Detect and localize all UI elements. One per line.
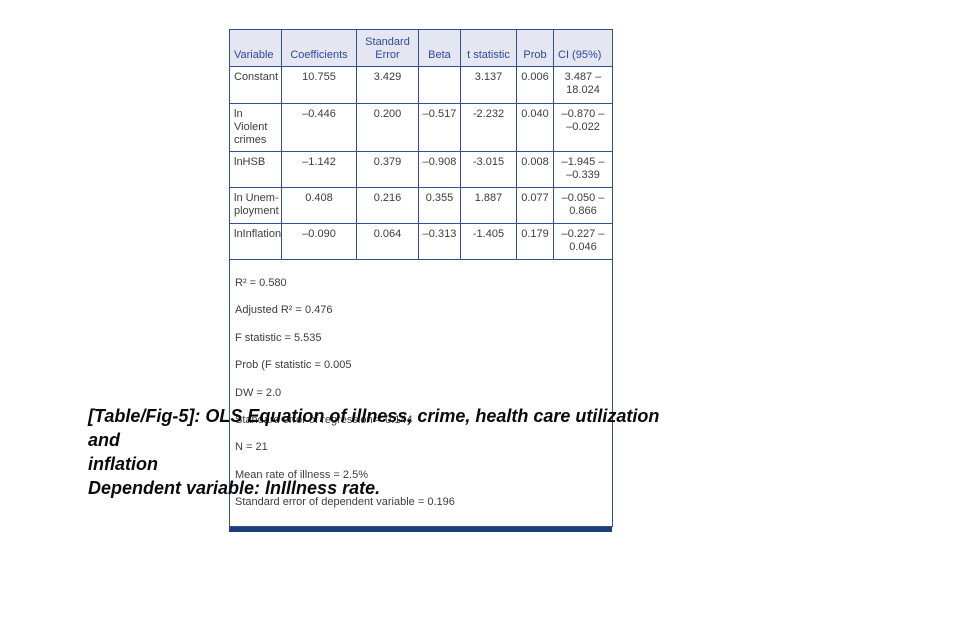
figure-caption: [Table/Fig-5]: OLS Equation of illness, … [88, 404, 848, 500]
cell-beta: –0.908 [418, 151, 461, 188]
cell-prob: 0.179 [516, 223, 554, 260]
caption-line-title: [Table/Fig-5]: OLS Equation of illness, … [88, 406, 660, 426]
cell-t-statistic: 1.887 [460, 187, 517, 224]
caption-line-inflation: inflation [88, 454, 158, 474]
cell-coefficient: 0.408 [281, 187, 357, 224]
cell-ci: –1.945 – –0.339 [553, 151, 613, 188]
cell-beta: 0.355 [418, 187, 461, 224]
cell-prob: 0.077 [516, 187, 554, 224]
cell-variable: lnInflation [229, 223, 282, 260]
cell-variable: lnHSB [229, 151, 282, 188]
cell-prob: 0.008 [516, 151, 554, 188]
col-header-coefficients: Coefficients [281, 29, 357, 67]
table-row-lnhsb: lnHSB –1.142 0.379 –0.908 -3.015 0.008 –… [229, 151, 613, 188]
cell-prob: 0.040 [516, 103, 554, 152]
cell-beta [418, 66, 461, 104]
col-header-ci: CI (95%) [553, 29, 613, 67]
stat-note-prob-f-statistic: Prob (F statistic = 0.005 [235, 359, 352, 372]
cell-coefficient: –0.090 [281, 223, 357, 260]
col-header-standard-error: Standard Error [356, 29, 419, 67]
cell-ci: –0.227 – 0.046 [553, 223, 613, 260]
table-header-row: Variable Coefficients Standard Error Bet… [229, 29, 613, 67]
stat-note-n: N = 21 [235, 441, 268, 454]
cell-t-statistic: -1.405 [460, 223, 517, 260]
stat-note-dw: DW = 2.0 [235, 386, 282, 399]
stat-note-std-error-regression: Standard error of regression = 0.144 [235, 414, 413, 427]
table-bottom-accent-bar [229, 526, 612, 532]
cell-variable: ln Violent crimes [229, 103, 282, 152]
table-row-constant: Constant 10.755 3.429 3.137 0.006 3.487 … [229, 66, 613, 104]
cell-coefficient: –0.446 [281, 103, 357, 152]
cell-coefficient: 10.755 [281, 66, 357, 104]
cell-std-error: 0.216 [356, 187, 419, 224]
caption-line-dependent-variable: Dependent variable: lnIllness rate. [88, 478, 381, 498]
regression-table-figure: Variable Coefficients Standard Error Bet… [229, 29, 613, 532]
cell-variable: ln Unem- ployment [229, 187, 282, 224]
stat-note-adjusted-r-squared: Adjusted R² = 0.476 [235, 304, 333, 317]
cell-std-error: 0.200 [356, 103, 419, 152]
cell-ci: –0.870 – –0.022 [553, 103, 613, 152]
table-row-ln-violent-crimes: ln Violent crimes –0.446 0.200 –0.517 -2… [229, 103, 613, 152]
cell-std-error: 0.379 [356, 151, 419, 188]
cell-t-statistic: -2.232 [460, 103, 517, 152]
cell-variable: Constant [229, 66, 282, 104]
cell-std-error: 3.429 [356, 66, 419, 104]
model-statistics-notes: R² = 0.580 Adjusted R² = 0.476 F statist… [229, 259, 613, 527]
cell-coefficient: –1.142 [281, 151, 357, 188]
cell-std-error: 0.064 [356, 223, 419, 260]
cell-ci: –0.050 – 0.866 [553, 187, 613, 224]
cell-beta: –0.517 [418, 103, 461, 152]
stat-note-std-error-dependent: Standard error of dependent variable = 0… [235, 496, 455, 509]
cell-t-statistic: 3.137 [460, 66, 517, 104]
stat-note-f-statistic: F statistic = 5.535 [235, 331, 322, 344]
col-header-prob: Prob [516, 29, 554, 67]
cell-beta: –0.313 [418, 223, 461, 260]
col-header-variable: Variable [229, 29, 282, 67]
col-header-t-statistic: t statistic [460, 29, 517, 67]
cell-t-statistic: -3.015 [460, 151, 517, 188]
stat-note-mean-rate-illness: Mean rate of illness = 2.5% [235, 468, 368, 481]
caption-line-and: and [88, 430, 121, 450]
table-row-ln-unemployment: ln Unem- ployment 0.408 0.216 0.355 1.88… [229, 187, 613, 224]
ols-results-table: Variable Coefficients Standard Error Bet… [229, 29, 613, 527]
table-notes-row: R² = 0.580 Adjusted R² = 0.476 F statist… [229, 259, 613, 527]
table-row-lninflation: lnInflation –0.090 0.064 –0.313 -1.405 0… [229, 223, 613, 260]
stat-note-r-squared: R² = 0.580 [235, 277, 287, 289]
col-header-beta: Beta [418, 29, 461, 67]
cell-ci: 3.487 – 18.024 [553, 66, 613, 104]
cell-prob: 0.006 [516, 66, 554, 104]
